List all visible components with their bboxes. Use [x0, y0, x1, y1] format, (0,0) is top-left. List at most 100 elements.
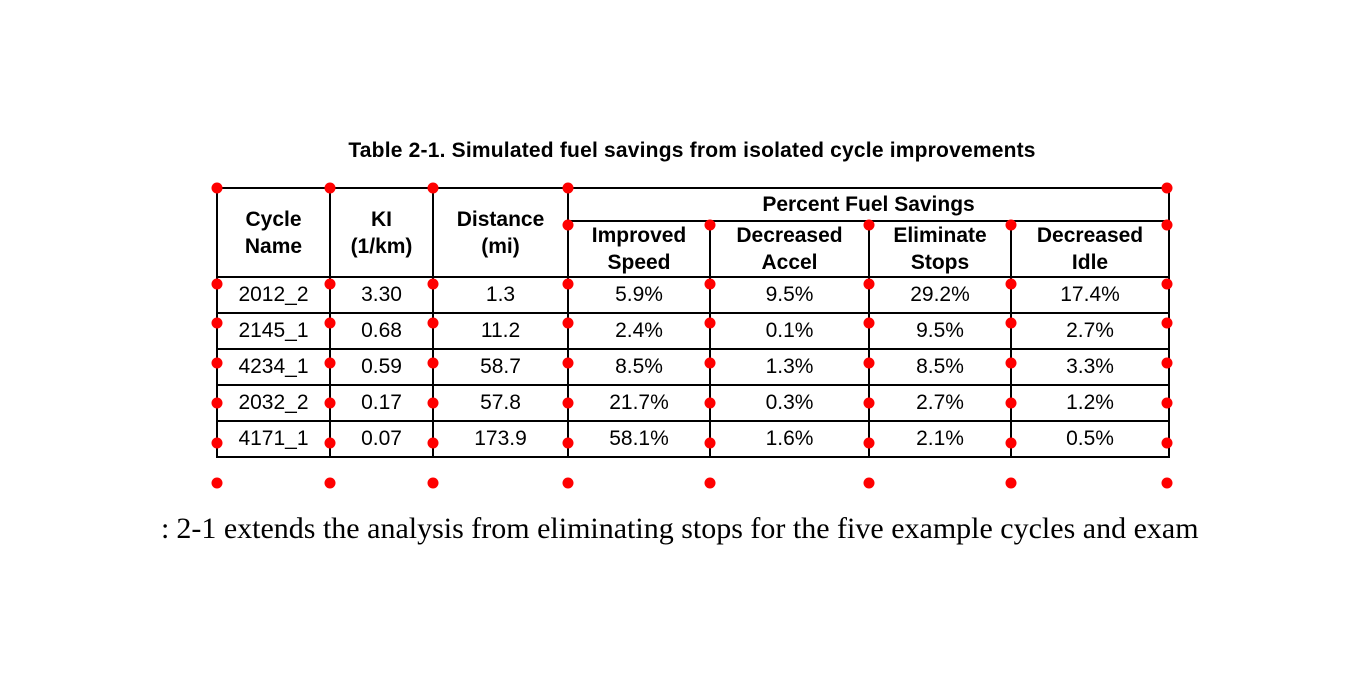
grid-anchor-dot[interactable]: [704, 477, 716, 489]
cell-cycle-name: 4234_1: [216, 348, 331, 386]
cell-decreased-idle: 1.2%: [1009, 384, 1171, 422]
grid-anchor-dot[interactable]: [863, 437, 875, 449]
grid-anchor-dot[interactable]: [863, 477, 875, 489]
cell-ki: 3.30: [329, 276, 434, 314]
col-header-decreased-idle: Decreased Idle: [1009, 220, 1171, 278]
grid-anchor-dot[interactable]: [427, 278, 439, 290]
grid-anchor-dot[interactable]: [324, 357, 336, 369]
table-row: 4171_1 0.07 173.9 58.1% 1.6% 2.1% 0.5%: [216, 420, 1171, 458]
table-row: 4234_1 0.59 58.7 8.5% 1.3% 8.5% 3.3%: [216, 348, 1171, 386]
table-row: 2012_2 3.30 1.3 5.9% 9.5% 29.2% 17.4%: [216, 276, 1171, 314]
cell-ki: 0.07: [329, 420, 434, 458]
grid-anchor-dot[interactable]: [211, 278, 223, 290]
grid-anchor-dot[interactable]: [324, 182, 336, 194]
cell-cycle-name: 2012_2: [216, 276, 331, 314]
grid-anchor-dot[interactable]: [324, 437, 336, 449]
grid-anchor-dot[interactable]: [562, 477, 574, 489]
cell-eliminate-stops: 8.5%: [868, 348, 1012, 386]
cell-improved-speed: 21.7%: [567, 384, 711, 422]
grid-anchor-dot[interactable]: [704, 397, 716, 409]
cell-ki: 0.17: [329, 384, 434, 422]
grid-anchor-dot[interactable]: [863, 219, 875, 231]
grid-anchor-dot[interactable]: [211, 357, 223, 369]
cell-decreased-accel: 0.3%: [709, 384, 870, 422]
grid-anchor-dot[interactable]: [1005, 477, 1017, 489]
cell-cycle-name: 4171_1: [216, 420, 331, 458]
grid-anchor-dot[interactable]: [1005, 278, 1017, 290]
grid-anchor-dot[interactable]: [562, 278, 574, 290]
grid-anchor-dot[interactable]: [1161, 278, 1173, 290]
grid-anchor-dot[interactable]: [562, 397, 574, 409]
grid-anchor-dot[interactable]: [863, 397, 875, 409]
fuel-savings-table: Cycle Name KI (1/km) Distance (mi) Perce…: [216, 187, 1171, 458]
grid-anchor-dot[interactable]: [863, 357, 875, 369]
cell-eliminate-stops: 9.5%: [868, 312, 1012, 350]
grid-anchor-dot[interactable]: [324, 397, 336, 409]
grid-anchor-dot[interactable]: [1161, 397, 1173, 409]
grid-anchor-dot[interactable]: [562, 357, 574, 369]
grid-anchor-dot[interactable]: [1161, 437, 1173, 449]
grid-anchor-dot[interactable]: [1005, 397, 1017, 409]
grid-anchor-dot[interactable]: [1005, 317, 1017, 329]
grid-anchor-dot[interactable]: [1005, 219, 1017, 231]
body-sentence: 2-1 extends the analysis from eliminatin…: [176, 512, 1199, 545]
grid-anchor-dot[interactable]: [427, 182, 439, 194]
grid-anchor-dot[interactable]: [211, 182, 223, 194]
col-header-improved-speed: Improved Speed: [567, 220, 711, 278]
cell-cycle-name: 2145_1: [216, 312, 331, 350]
cell-improved-speed: 8.5%: [567, 348, 711, 386]
grid-anchor-dot[interactable]: [427, 437, 439, 449]
col-header-ki: KI (1/km): [329, 187, 434, 278]
body-text: :2-1 extends the analysis from eliminati…: [161, 512, 1199, 546]
grid-anchor-dot[interactable]: [863, 278, 875, 290]
cell-cycle-name: 2032_2: [216, 384, 331, 422]
grid-anchor-dot[interactable]: [1005, 437, 1017, 449]
cell-improved-speed: 5.9%: [567, 276, 711, 314]
grid-anchor-dot[interactable]: [562, 317, 574, 329]
cell-improved-speed: 58.1%: [567, 420, 711, 458]
grid-anchor-dot[interactable]: [562, 182, 574, 194]
grid-anchor-dot[interactable]: [1161, 182, 1173, 194]
grid-anchor-dot[interactable]: [427, 477, 439, 489]
grid-anchor-dot[interactable]: [211, 317, 223, 329]
grid-anchor-dot[interactable]: [427, 357, 439, 369]
grid-anchor-dot[interactable]: [324, 317, 336, 329]
grid-anchor-dot[interactable]: [562, 219, 574, 231]
cell-decreased-idle: 3.3%: [1009, 348, 1171, 386]
grid-anchor-dot[interactable]: [704, 219, 716, 231]
cell-ki: 0.59: [329, 348, 434, 386]
grid-anchor-dot[interactable]: [704, 437, 716, 449]
grid-anchor-dot[interactable]: [1161, 477, 1173, 489]
col-group-header-percent-fuel-savings: Percent Fuel Savings: [566, 187, 1171, 222]
cell-distance: 57.8: [432, 384, 569, 422]
grid-anchor-dot[interactable]: [704, 357, 716, 369]
grid-anchor-dot[interactable]: [1005, 357, 1017, 369]
grid-anchor-dot[interactable]: [1161, 219, 1173, 231]
grid-anchor-dot[interactable]: [1161, 357, 1173, 369]
table-row: 2032_2 0.17 57.8 21.7% 0.3% 2.7% 1.2%: [216, 384, 1171, 422]
grid-anchor-dot[interactable]: [704, 278, 716, 290]
grid-anchor-dot[interactable]: [211, 477, 223, 489]
grid-anchor-dot[interactable]: [427, 317, 439, 329]
grid-anchor-dot[interactable]: [211, 397, 223, 409]
cell-decreased-idle: 2.7%: [1009, 312, 1171, 350]
cell-eliminate-stops: 2.1%: [868, 420, 1012, 458]
cell-decreased-idle: 0.5%: [1009, 420, 1171, 458]
cell-decreased-accel: 0.1%: [709, 312, 870, 350]
grid-anchor-dot[interactable]: [427, 397, 439, 409]
grid-anchor-dot[interactable]: [1161, 317, 1173, 329]
table-subheader-row: Improved Speed Decreased Accel Eliminate…: [217, 220, 1171, 278]
cell-eliminate-stops: 2.7%: [868, 384, 1012, 422]
grid-anchor-dot[interactable]: [863, 317, 875, 329]
grid-anchor-dot[interactable]: [704, 317, 716, 329]
grid-anchor-dot[interactable]: [324, 477, 336, 489]
grid-anchor-dot[interactable]: [562, 437, 574, 449]
grid-anchor-dot[interactable]: [324, 278, 336, 290]
cell-distance: 11.2: [432, 312, 569, 350]
cell-eliminate-stops: 29.2%: [868, 276, 1012, 314]
cell-distance: 173.9: [432, 420, 569, 458]
col-header-decreased-accel: Decreased Accel: [709, 220, 870, 278]
clipped-char-fragment: :: [161, 512, 170, 545]
grid-anchor-dot[interactable]: [211, 437, 223, 449]
